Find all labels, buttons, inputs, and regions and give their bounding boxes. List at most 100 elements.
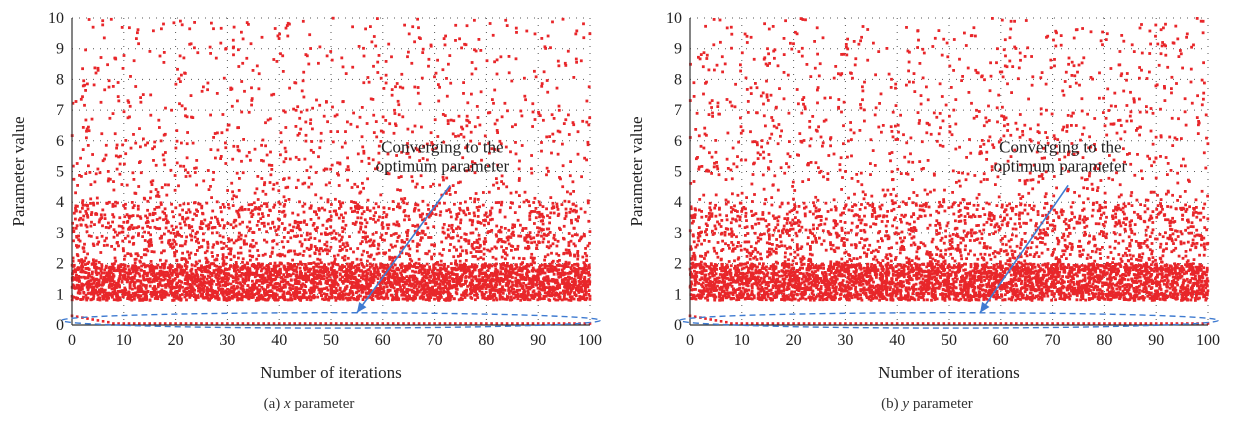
data-point: [386, 267, 390, 271]
data-point: [378, 215, 381, 219]
data-point: [465, 288, 468, 292]
data-point: [249, 258, 252, 262]
data-point: [128, 240, 131, 244]
data-point: [113, 204, 117, 208]
data-point: [269, 255, 272, 258]
data-point: [198, 290, 202, 294]
data-point: [443, 279, 446, 283]
data-point: [180, 280, 183, 284]
data-point: [352, 111, 355, 115]
data-point: [369, 97, 373, 101]
data-point: [437, 276, 440, 280]
data-point: [179, 269, 183, 272]
converged-point: [469, 322, 473, 325]
data-point: [191, 287, 195, 291]
data-point: [308, 232, 312, 236]
data-point: [255, 64, 259, 68]
converged-point: [283, 322, 286, 325]
data-point: [179, 266, 182, 269]
data-point: [183, 257, 186, 261]
data-point: [129, 254, 133, 258]
data-point: [340, 145, 344, 149]
data-point: [163, 212, 166, 215]
data-point: [436, 282, 439, 286]
data-point: [200, 264, 203, 268]
data-point: [176, 285, 180, 289]
data-point: [172, 285, 176, 289]
data-point: [181, 268, 184, 272]
data-point: [270, 294, 274, 298]
data-point: [286, 273, 290, 277]
data-point: [221, 218, 224, 222]
data-point: [401, 297, 405, 301]
data-point: [96, 66, 100, 70]
data-point: [275, 60, 279, 63]
data-point: [86, 252, 89, 256]
data-point: [256, 175, 260, 178]
data-point: [382, 87, 386, 90]
data-point: [394, 272, 397, 276]
data-point: [343, 280, 347, 283]
data-point: [304, 291, 308, 295]
data-point: [297, 262, 300, 266]
data-point: [205, 296, 209, 299]
data-point: [410, 297, 414, 300]
data-point: [265, 230, 268, 234]
data-point: [371, 98, 375, 101]
data-point: [127, 214, 131, 218]
data-point: [381, 130, 385, 134]
data-point: [84, 118, 88, 122]
data-point: [486, 284, 490, 288]
data-point: [381, 238, 384, 242]
data-point: [189, 288, 193, 291]
data-point: [149, 292, 153, 296]
data-point: [341, 297, 345, 301]
data-point: [483, 279, 487, 283]
data-point: [429, 131, 433, 135]
data-point: [470, 92, 473, 96]
data-point: [298, 266, 302, 270]
data-point: [117, 282, 120, 285]
data-point: [132, 133, 135, 136]
data-point: [403, 297, 407, 301]
data-point: [114, 154, 118, 158]
data-point: [405, 279, 409, 283]
data-point: [432, 273, 436, 277]
data-point: [183, 295, 187, 299]
data-point: [178, 295, 181, 299]
data-point: [318, 280, 322, 283]
data-point: [75, 253, 79, 256]
data-point: [262, 221, 266, 225]
data-point: [74, 100, 78, 103]
data-point: [202, 277, 205, 281]
data-point: [279, 131, 283, 135]
data-point: [414, 261, 418, 265]
data-point: [464, 200, 467, 204]
data-point: [158, 126, 161, 129]
data-point: [285, 24, 289, 27]
data-point: [130, 223, 134, 227]
data-point: [449, 271, 452, 275]
data-point: [248, 267, 252, 270]
data-point: [263, 291, 266, 295]
data-point: [399, 246, 403, 250]
data-point: [349, 266, 353, 270]
data-point: [405, 252, 408, 256]
data-point: [100, 234, 104, 238]
data-point: [273, 203, 277, 207]
data-point: [446, 289, 450, 292]
data-point: [403, 240, 406, 244]
data-point: [482, 219, 485, 222]
data-point: [425, 142, 429, 146]
data-point: [188, 256, 191, 260]
data-point: [237, 213, 241, 217]
data-point: [235, 286, 239, 290]
data-point: [323, 287, 327, 290]
data-point: [392, 286, 396, 290]
data-point: [273, 298, 276, 301]
data-point: [406, 142, 409, 145]
data-point: [229, 282, 233, 286]
data-point: [211, 178, 215, 181]
data-point: [143, 239, 147, 242]
data-point: [369, 25, 372, 28]
